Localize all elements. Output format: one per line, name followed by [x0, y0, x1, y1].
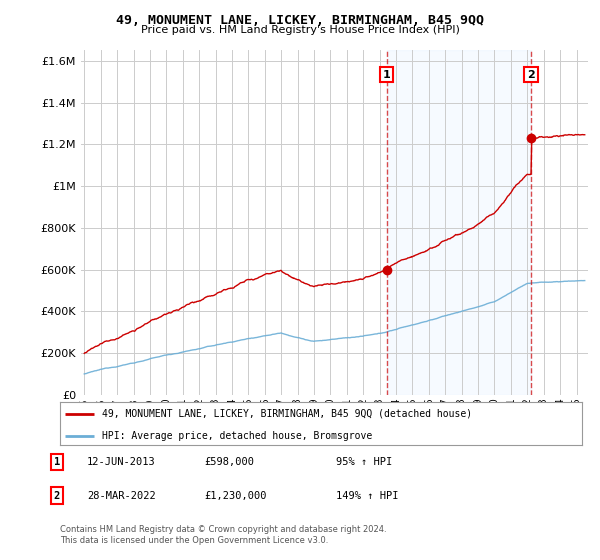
- Text: Price paid vs. HM Land Registry's House Price Index (HPI): Price paid vs. HM Land Registry's House …: [140, 25, 460, 35]
- Text: HPI: Average price, detached house, Bromsgrove: HPI: Average price, detached house, Brom…: [102, 431, 372, 441]
- Text: 149% ↑ HPI: 149% ↑ HPI: [336, 491, 398, 501]
- Text: 2: 2: [527, 69, 535, 80]
- Text: 1: 1: [383, 69, 391, 80]
- Text: £1,230,000: £1,230,000: [204, 491, 266, 501]
- Text: £598,000: £598,000: [204, 457, 254, 467]
- Text: 28-MAR-2022: 28-MAR-2022: [87, 491, 156, 501]
- Text: 12-JUN-2013: 12-JUN-2013: [87, 457, 156, 467]
- Text: 2: 2: [54, 491, 60, 501]
- Text: 1: 1: [54, 457, 60, 467]
- Bar: [387, 50, 531, 395]
- Text: 95% ↑ HPI: 95% ↑ HPI: [336, 457, 392, 467]
- Text: Contains HM Land Registry data © Crown copyright and database right 2024.
This d: Contains HM Land Registry data © Crown c…: [60, 525, 386, 545]
- Text: 49, MONUMENT LANE, LICKEY, BIRMINGHAM, B45 9QQ: 49, MONUMENT LANE, LICKEY, BIRMINGHAM, B…: [116, 14, 484, 27]
- Text: 49, MONUMENT LANE, LICKEY, BIRMINGHAM, B45 9QQ (detached house): 49, MONUMENT LANE, LICKEY, BIRMINGHAM, B…: [102, 409, 472, 419]
